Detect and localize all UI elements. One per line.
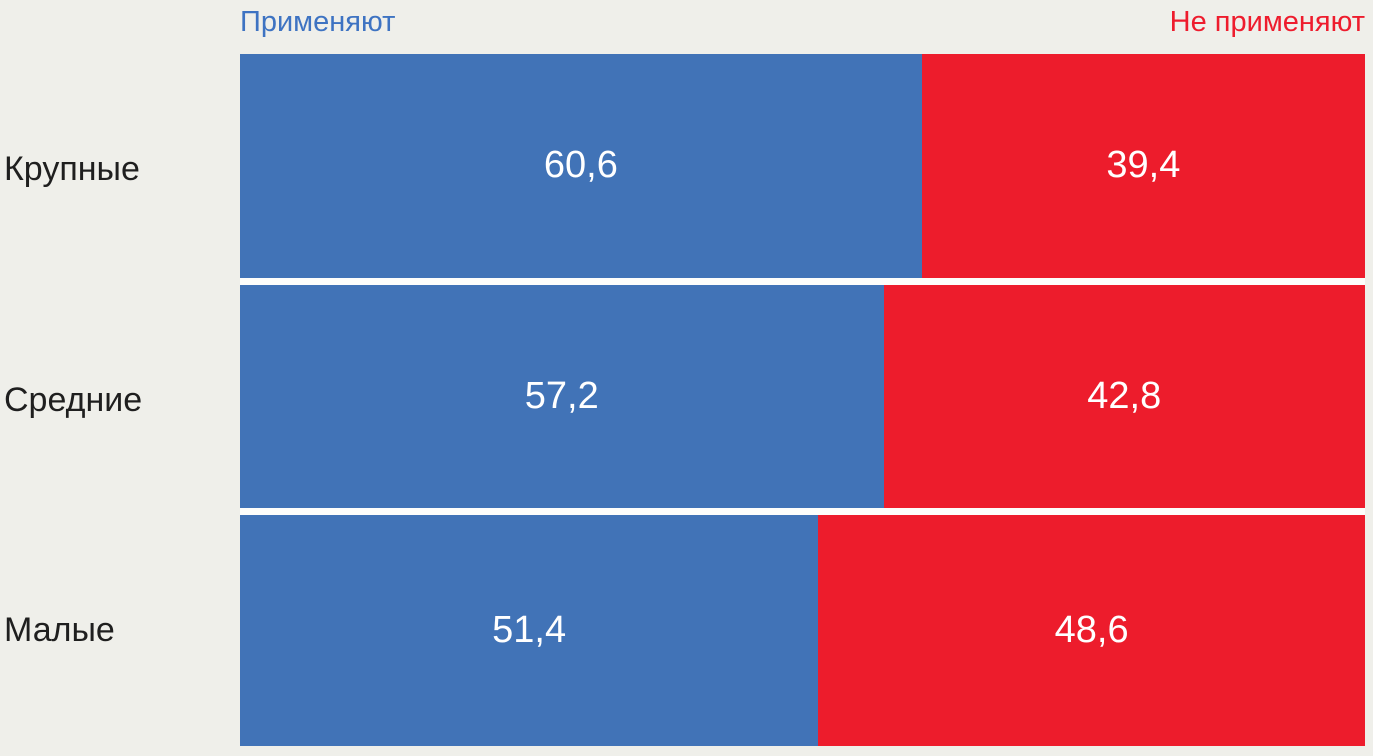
bar-track: 51,4 48,6 [240, 515, 1365, 747]
value-label: 51,4 [492, 609, 567, 652]
value-label: 48,6 [1054, 609, 1129, 652]
chart-row: Средние 57,2 42,8 [0, 284, 1373, 516]
chart-row: Крупные 60,6 39,4 [0, 54, 1373, 285]
bar-segment-apply: 51,4 [240, 515, 819, 747]
bar-track: 57,2 42,8 [240, 284, 1365, 516]
bar-segment-apply: 60,6 [240, 54, 922, 278]
value-label: 60,6 [543, 144, 618, 187]
category-label: Средние [4, 380, 143, 419]
bar-segment-not-apply: 39,4 [921, 54, 1365, 278]
legend-label-not-apply: Не применяют [1169, 6, 1365, 38]
bars-area: Крупные 60,6 39,4 Средние 57,2 42,8 Малые 51,4 4… [0, 54, 1373, 747]
category-label: Крупные [4, 149, 140, 188]
bar-segment-not-apply: 42,8 [883, 284, 1365, 509]
bar-segment-not-apply: 48,6 [818, 515, 1365, 747]
chart-row: Малые 51,4 48,6 [0, 515, 1373, 747]
value-label: 57,2 [524, 375, 599, 417]
bar-segment-apply: 57,2 [240, 284, 884, 509]
value-label: 39,4 [1106, 144, 1181, 187]
legend-label-apply: Применяют [240, 6, 396, 38]
value-label: 42,8 [1087, 375, 1162, 417]
legend: Применяют Не применяют [240, 5, 1365, 40]
bar-track: 60,6 39,4 [240, 54, 1365, 285]
category-label: Малые [4, 611, 115, 650]
